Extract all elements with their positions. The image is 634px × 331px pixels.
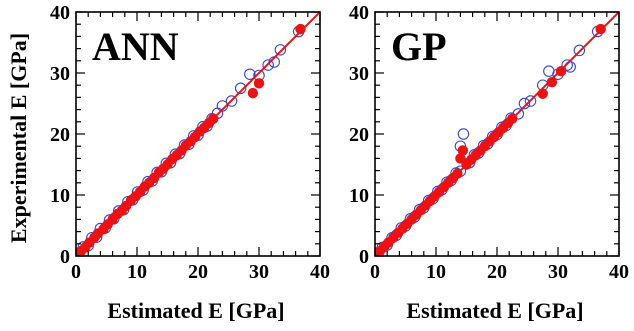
filled-circle-point: [452, 168, 463, 179]
y-tick-label: 10: [349, 185, 369, 207]
x-tick-label: 30: [548, 261, 568, 283]
x-tick-label: 30: [249, 261, 269, 283]
open-circle-point: [524, 95, 537, 107]
x-tick-label: 0: [71, 261, 81, 283]
x-tick-label: 40: [310, 261, 330, 283]
x-tick-label: 10: [127, 261, 147, 283]
filled-circle-point: [295, 23, 306, 35]
x-axis-label: Estimated E [GPa]: [107, 298, 284, 323]
filled-circle-point: [537, 88, 548, 99]
open-circle-point: [561, 59, 573, 71]
filled-circle-point: [546, 76, 558, 88]
open-circle-point: [274, 44, 287, 56]
open-circle-point: [573, 44, 586, 57]
filled-circle-point: [253, 78, 265, 89]
y-tick-label: 0: [359, 246, 369, 268]
filled-circle-point: [595, 23, 606, 35]
y-tick-label: 0: [60, 246, 70, 268]
x-tick-label: 20: [487, 261, 507, 283]
plot-area: [76, 12, 320, 256]
open-circle-point: [225, 95, 238, 107]
y-tick-label: 20: [349, 124, 369, 146]
filled-circle-point: [208, 113, 219, 124]
y-tick-label: 30: [349, 63, 369, 85]
x-tick-label: 20: [188, 261, 208, 283]
open-circle-point: [457, 128, 470, 140]
y-tick-label: 40: [349, 2, 369, 24]
y-tick-label: 10: [50, 185, 70, 207]
x-tick-label: 10: [426, 261, 446, 283]
panel-title: ANN: [92, 24, 179, 69]
open-circle-point: [262, 59, 274, 71]
ann-panel: 0 10 20 30 40 0 10 20 30 40 Estimated E [GPa] Exper…: [6, 2, 330, 323]
plot-area: [375, 12, 619, 256]
x-axis-label: Estimated E [GPa]: [406, 298, 583, 323]
open-circle-point: [518, 97, 531, 110]
filled-circle-point: [507, 113, 518, 124]
filled-circle-point: [247, 87, 259, 99]
y-tick-label: 30: [50, 63, 70, 85]
filled-circle-point: [457, 145, 469, 156]
open-circle-point: [216, 100, 229, 112]
y-axis-label: Experimental E [GPa]: [6, 33, 31, 243]
open-circle-point: [234, 82, 247, 95]
filled-circle-point: [555, 65, 567, 77]
gp-panel: 0 10 20 30 40 0 10 20 30 40 Estimated E [GPa] GP: [349, 2, 629, 323]
y-tick-label: 40: [50, 2, 70, 24]
y-tick-label: 20: [50, 124, 70, 146]
x-tick-label: 0: [370, 261, 380, 283]
x-tick-label: 40: [609, 261, 629, 283]
panel-title: GP: [391, 24, 447, 69]
open-circle-point: [244, 68, 256, 80]
